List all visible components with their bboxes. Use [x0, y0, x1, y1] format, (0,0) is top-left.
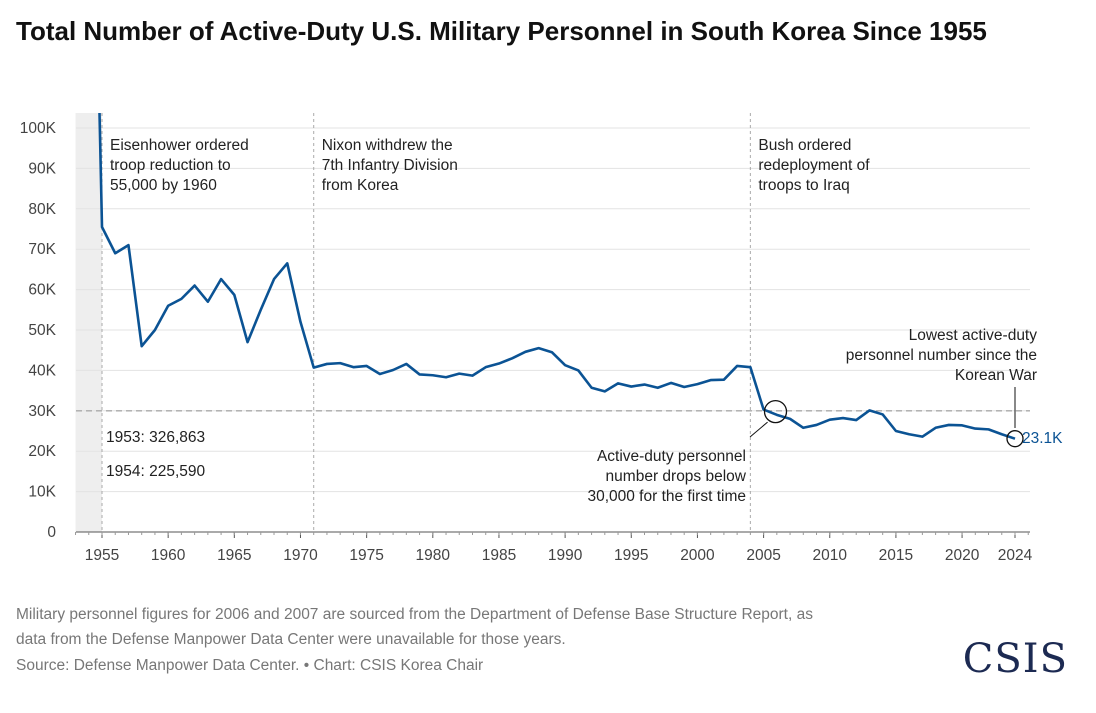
x-tick-label: 2024: [998, 547, 1033, 564]
event-annotation: troop reduction to: [110, 157, 231, 174]
footnote-line: data from the Defense Manpower Data Cent…: [16, 631, 566, 648]
lowest-annotation: personnel number since the: [846, 347, 1037, 364]
y-tick-label: 10K: [28, 484, 56, 501]
event-annotation: Nixon withdrew the: [322, 137, 453, 154]
leader-line: [749, 421, 768, 438]
y-tick-label: 70K: [28, 241, 56, 258]
y-tick-label: 30K: [28, 403, 56, 420]
x-tick-label: 1975: [349, 547, 383, 564]
y-tick-label: 50K: [28, 322, 56, 339]
x-tick-label: 1970: [283, 547, 318, 564]
x-tick-label: 2010: [813, 547, 848, 564]
y-tick-label: 90K: [28, 160, 56, 177]
event-annotation: from Korea: [322, 177, 399, 194]
lowest-annotation: Lowest active-duty: [909, 327, 1038, 344]
highlight-circle: [1006, 430, 1024, 448]
drop-annotation: 30,000 for the first time: [587, 488, 746, 505]
source-text: Source: Defense Manpower Data Center. • …: [16, 657, 484, 674]
early-value-label: 1954: 225,590: [106, 463, 206, 480]
early-value-label: 1953: 326,863: [106, 429, 205, 446]
shaded-period: [75, 113, 102, 532]
series-line: [98, 113, 1016, 440]
event-annotation: Bush ordered: [758, 137, 851, 154]
y-tick-label: 80K: [28, 201, 56, 218]
x-tick-label: 1985: [482, 547, 516, 564]
last-value-label: 23.1K: [1022, 430, 1063, 447]
event-annotation: 7th Infantry Division: [322, 157, 458, 174]
x-tick-label: 2005: [746, 547, 780, 564]
x-tick-label: 1980: [416, 547, 451, 564]
y-tick-label: 20K: [28, 443, 56, 460]
event-annotation: 55,000 by 1960: [110, 177, 217, 194]
event-annotation: Eisenhower ordered: [110, 137, 249, 154]
y-tick-label: 40K: [28, 362, 56, 379]
csis-logo: CSIS: [962, 636, 1068, 682]
x-tick-label: 2020: [945, 547, 980, 564]
footnote: Military personnel figures for 2006 and …: [16, 602, 813, 652]
x-tick-label: 1990: [548, 547, 583, 564]
highlight-circle: [763, 399, 788, 424]
drop-annotation: number drops below: [606, 468, 747, 485]
line-chart: 0 10K 20K 30K 40K 50K 60K 70K 80K 90K 100K 1955 1960…: [20, 113, 1063, 564]
x-tick-label: 1995: [614, 547, 648, 564]
chart-title: Total Number of Active-Duty U.S. Militar…: [16, 16, 987, 46]
x-tick-label: 1960: [151, 547, 186, 564]
event-annotation: redeployment of: [758, 157, 870, 174]
footnote-line: Military personnel figures for 2006 and …: [16, 606, 813, 623]
drop-annotation: Active-duty personnel: [597, 448, 746, 465]
y-tick-label: 60K: [28, 282, 56, 299]
lowest-annotation: Korean War: [955, 367, 1037, 384]
x-tick-label: 1955: [85, 547, 119, 564]
x-tick-label: 2000: [680, 547, 715, 564]
x-tick-label: 1965: [217, 547, 251, 564]
event-annotation: troops to Iraq: [758, 177, 849, 194]
y-tick-label: 0: [47, 524, 56, 541]
y-tick-label: 100K: [20, 120, 57, 137]
x-tick-label: 2015: [879, 547, 913, 564]
